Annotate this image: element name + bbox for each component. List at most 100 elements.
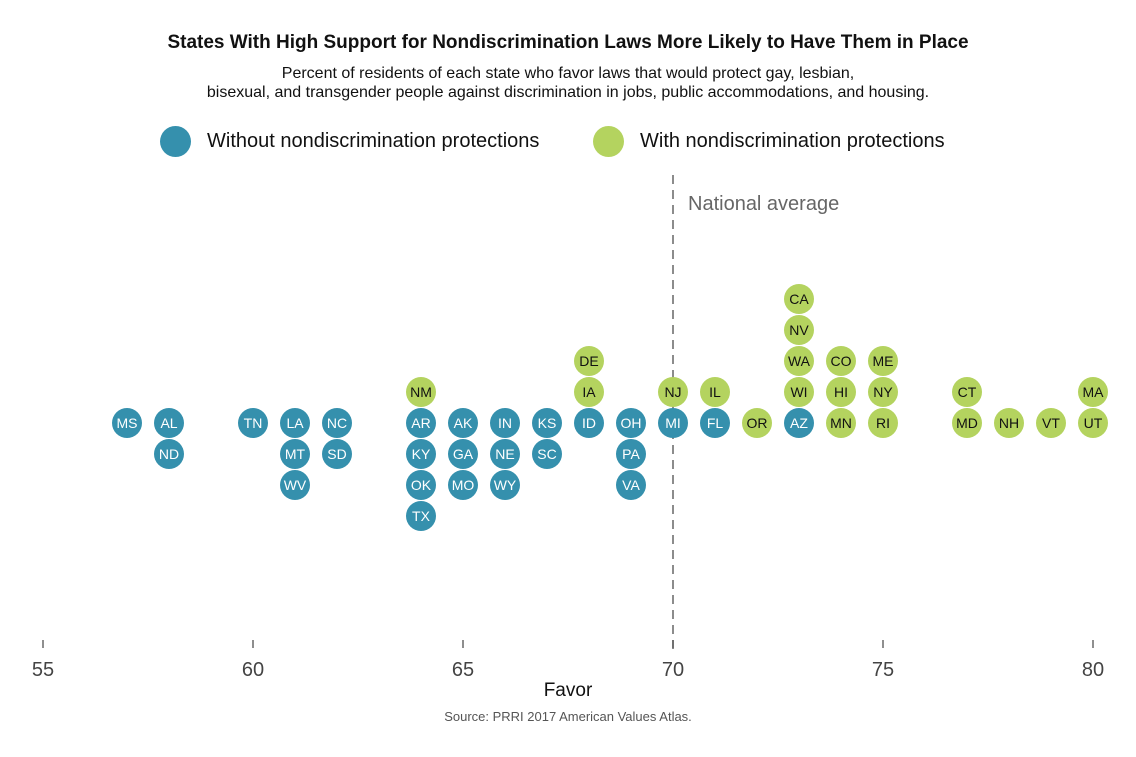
state-label-mt: MT	[285, 446, 306, 462]
state-label-ia: IA	[582, 384, 596, 400]
state-dot-ca	[784, 284, 814, 314]
state-dot-ok	[406, 470, 436, 500]
state-label-me: ME	[873, 353, 894, 369]
state-label-sd: SD	[327, 446, 346, 462]
state-label-hi: HI	[834, 384, 848, 400]
state-label-ga: GA	[453, 446, 474, 462]
state-label-wa: WA	[788, 353, 811, 369]
state-dot-nd	[154, 439, 184, 469]
state-dot-wa	[784, 346, 814, 376]
state-dot-oh	[616, 408, 646, 438]
state-label-al: AL	[160, 415, 177, 431]
state-label-nd: ND	[159, 446, 179, 462]
x-tick-label-60: 60	[242, 659, 264, 681]
state-label-mo: MO	[452, 477, 475, 493]
state-dot-fl	[700, 408, 730, 438]
state-dot-nh	[994, 408, 1024, 438]
state-dot-nc	[322, 408, 352, 438]
state-dot-sd	[322, 439, 352, 469]
state-dot-va	[616, 470, 646, 500]
state-label-ky: KY	[412, 446, 431, 462]
state-dot-vt	[1036, 408, 1066, 438]
legend-item-without: Without nondiscrimination protections	[160, 124, 539, 158]
chart-subtitle: Percent of residents of each state who f…	[0, 64, 1136, 102]
state-label-ms: MS	[117, 415, 138, 431]
legend-label-without: Without nondiscrimination protections	[207, 129, 540, 152]
subtitle-line-2: bisexual, and transgender people against…	[206, 84, 930, 101]
state-dot-wy	[490, 470, 520, 500]
chart-title: States With High Support for Nondiscrimi…	[167, 32, 969, 53]
state-label-va: VA	[622, 477, 640, 493]
subtitle-line-1: Percent of residents of each state who f…	[281, 65, 855, 82]
state-label-nv: NV	[789, 322, 809, 338]
state-dot-ia	[574, 377, 604, 407]
state-dot-nj	[658, 377, 688, 407]
state-label-ks: KS	[538, 415, 557, 431]
state-label-ut: UT	[1084, 415, 1103, 431]
state-dot-az	[784, 408, 814, 438]
x-tick-label-65: 65	[452, 659, 474, 681]
x-tick-label-70: 70	[662, 659, 684, 681]
state-label-de: DE	[579, 353, 598, 369]
state-dot-or	[742, 408, 772, 438]
state-dot-id	[574, 408, 604, 438]
state-label-mi: MI	[665, 415, 681, 431]
state-label-il: IL	[709, 384, 721, 400]
state-label-id: ID	[582, 415, 596, 431]
state-label-wy: WY	[494, 477, 517, 493]
state-dot-ks	[532, 408, 562, 438]
state-dot-in	[490, 408, 520, 438]
x-axis-label: Favor	[544, 680, 593, 701]
state-dot-ut	[1078, 408, 1108, 438]
state-dot-ga	[448, 439, 478, 469]
state-dot-md	[952, 408, 982, 438]
state-label-pa: PA	[622, 446, 640, 462]
state-dot-ct	[952, 377, 982, 407]
state-dot-la	[280, 408, 310, 438]
state-label-wv: WV	[284, 477, 307, 493]
state-label-la: LA	[286, 415, 304, 431]
state-label-nj: NJ	[664, 384, 681, 400]
legend: Without nondiscrimination protections Wi…	[0, 124, 1136, 158]
national-average-label: National average	[688, 193, 839, 215]
x-tick-label-55: 55	[32, 659, 54, 681]
state-label-ne: NE	[495, 446, 514, 462]
state-dot-wi	[784, 377, 814, 407]
state-label-co: CO	[831, 353, 852, 369]
x-tick-label-80: 80	[1082, 659, 1104, 681]
legend-swatch-without	[160, 125, 191, 157]
state-dot-nv	[784, 315, 814, 345]
state-dot-ms	[112, 408, 142, 438]
state-label-tx: TX	[412, 508, 431, 524]
state-label-ak: AK	[454, 415, 473, 431]
state-label-sc: SC	[537, 446, 556, 462]
source-note: Source: PRRI 2017 American Values Atlas.	[444, 709, 692, 724]
state-label-md: MD	[956, 415, 978, 431]
state-label-nc: NC	[327, 415, 347, 431]
state-dot-tn	[238, 408, 268, 438]
state-dot-ma	[1078, 377, 1108, 407]
state-dot-ne	[490, 439, 520, 469]
legend-swatch-with	[593, 125, 624, 157]
state-label-vt: VT	[1042, 415, 1060, 431]
state-dot-ri	[868, 408, 898, 438]
state-label-fl: FL	[707, 415, 724, 431]
state-dot-co	[826, 346, 856, 376]
state-dot-pa	[616, 439, 646, 469]
x-tick-label-75: 75	[872, 659, 894, 681]
state-dot-ky	[406, 439, 436, 469]
state-dot-ar	[406, 408, 436, 438]
state-dot-tx	[406, 501, 436, 531]
legend-item-with: With nondiscrimination protections	[593, 124, 945, 158]
state-label-oh: OH	[621, 415, 642, 431]
state-dot-mn	[826, 408, 856, 438]
state-label-ok: OK	[411, 477, 432, 493]
state-label-tn: TN	[244, 415, 263, 431]
state-dot-hi	[826, 377, 856, 407]
state-dot-al	[154, 408, 184, 438]
state-dot-mi	[658, 408, 688, 438]
state-label-wi: WI	[790, 384, 807, 400]
state-dot-mo	[448, 470, 478, 500]
state-dot-mt	[280, 439, 310, 469]
